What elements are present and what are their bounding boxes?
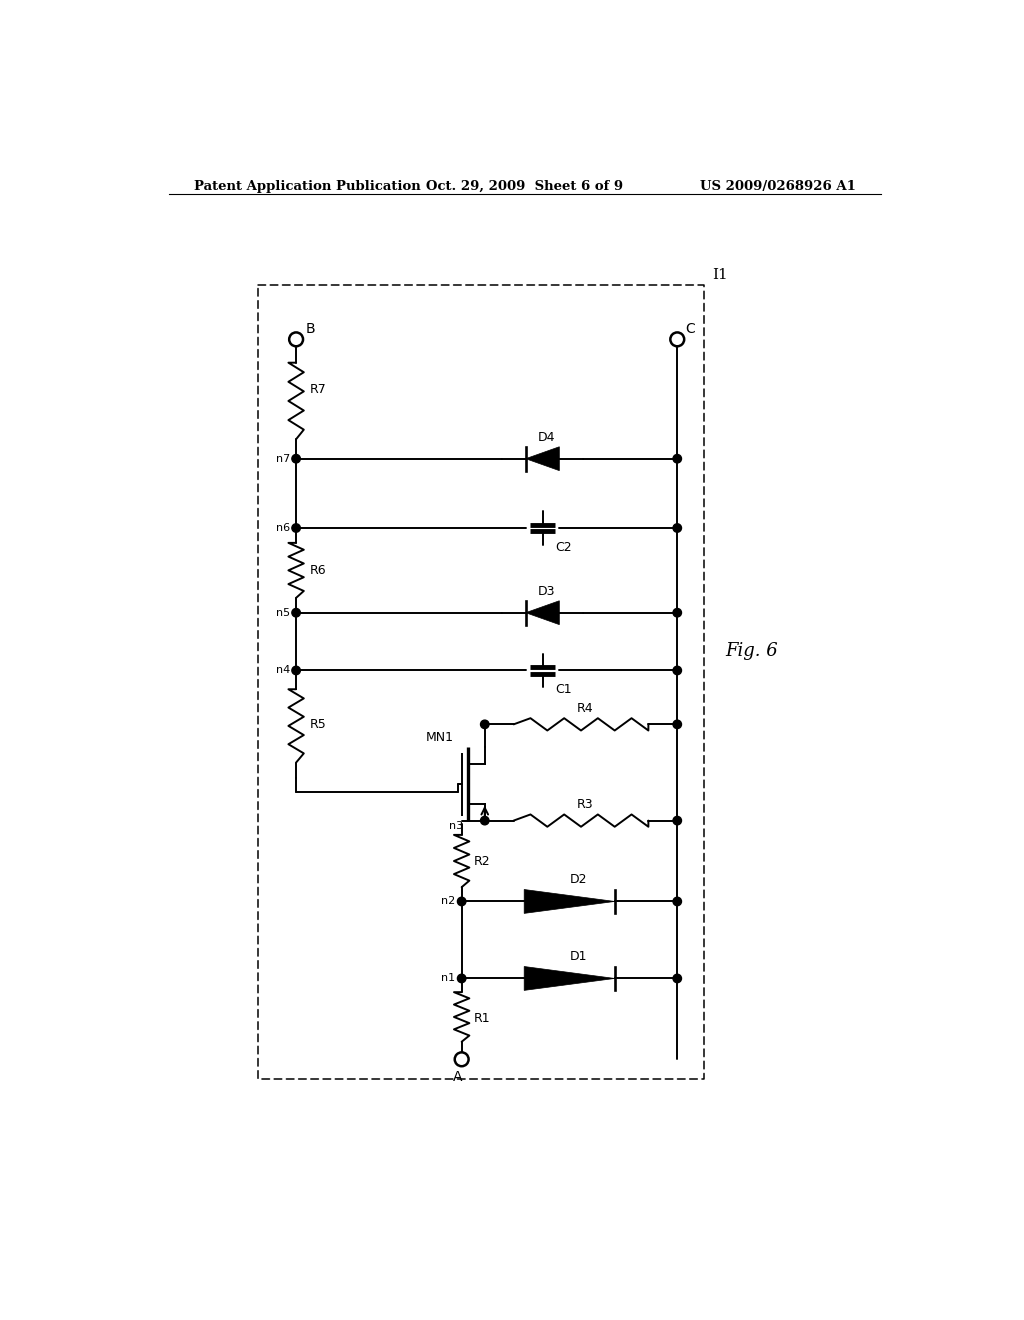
Circle shape — [673, 816, 682, 825]
Text: D3: D3 — [538, 585, 555, 598]
Circle shape — [673, 454, 682, 463]
Polygon shape — [524, 966, 614, 990]
Text: B: B — [305, 322, 315, 337]
Text: n7: n7 — [275, 454, 290, 463]
Circle shape — [292, 609, 300, 616]
Text: A: A — [453, 1071, 463, 1084]
Circle shape — [673, 524, 682, 532]
Circle shape — [673, 721, 682, 729]
Text: n1: n1 — [441, 973, 456, 983]
Text: D4: D4 — [538, 432, 555, 444]
Text: D2: D2 — [570, 873, 588, 886]
Circle shape — [673, 974, 682, 982]
Polygon shape — [525, 446, 559, 471]
Text: n2: n2 — [441, 896, 456, 907]
Circle shape — [292, 454, 300, 463]
Text: I1: I1 — [712, 268, 728, 282]
Circle shape — [673, 898, 682, 906]
Text: MN1: MN1 — [425, 731, 454, 744]
Circle shape — [673, 609, 682, 616]
Text: R7: R7 — [310, 383, 327, 396]
Text: R3: R3 — [577, 799, 593, 812]
Text: C: C — [685, 322, 694, 337]
Text: n3: n3 — [450, 821, 463, 832]
Text: R5: R5 — [310, 718, 327, 731]
Text: Fig. 6: Fig. 6 — [725, 643, 778, 660]
Polygon shape — [525, 601, 559, 624]
Circle shape — [480, 816, 489, 825]
Text: R4: R4 — [577, 702, 593, 715]
Circle shape — [458, 974, 466, 982]
Polygon shape — [524, 890, 614, 913]
Text: Oct. 29, 2009  Sheet 6 of 9: Oct. 29, 2009 Sheet 6 of 9 — [426, 180, 624, 193]
Text: R6: R6 — [310, 564, 327, 577]
Text: C1: C1 — [555, 684, 571, 696]
Text: R2: R2 — [474, 854, 490, 867]
Text: Patent Application Publication: Patent Application Publication — [194, 180, 421, 193]
Circle shape — [458, 898, 466, 906]
Text: n6: n6 — [275, 523, 290, 533]
Text: R1: R1 — [474, 1012, 490, 1026]
Text: C2: C2 — [555, 541, 571, 554]
Circle shape — [480, 721, 489, 729]
Circle shape — [292, 667, 300, 675]
Text: US 2009/0268926 A1: US 2009/0268926 A1 — [700, 180, 856, 193]
Text: n5: n5 — [275, 607, 290, 618]
Circle shape — [673, 667, 682, 675]
Text: D1: D1 — [570, 950, 588, 964]
Circle shape — [292, 524, 300, 532]
Text: n4: n4 — [275, 665, 290, 676]
